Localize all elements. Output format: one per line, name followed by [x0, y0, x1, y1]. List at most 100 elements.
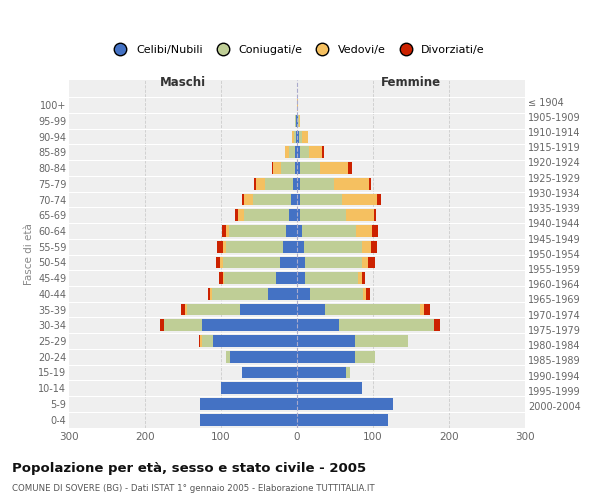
- Bar: [242, 194, 244, 205]
- Bar: [293, 178, 297, 190]
- Bar: [219, 272, 223, 284]
- Bar: [366, 288, 370, 300]
- Bar: [362, 256, 368, 268]
- Bar: [305, 272, 358, 284]
- Bar: [297, 146, 300, 158]
- Bar: [300, 146, 309, 158]
- Bar: [305, 256, 362, 268]
- Bar: [295, 146, 297, 158]
- Text: Popolazione per età, sesso e stato civile - 2005: Popolazione per età, sesso e stato civil…: [12, 462, 366, 475]
- Bar: [224, 272, 276, 284]
- Bar: [304, 241, 362, 252]
- Bar: [295, 162, 297, 174]
- Bar: [297, 130, 299, 142]
- Bar: [164, 320, 202, 331]
- Bar: [238, 210, 244, 221]
- Text: Femmine: Femmine: [381, 76, 441, 88]
- Bar: [181, 304, 185, 316]
- Bar: [272, 162, 274, 174]
- Bar: [296, 130, 297, 142]
- Bar: [300, 210, 346, 221]
- Bar: [274, 162, 281, 174]
- Bar: [285, 146, 289, 158]
- Bar: [226, 225, 229, 237]
- Bar: [280, 256, 297, 268]
- Bar: [302, 130, 308, 142]
- Bar: [297, 398, 393, 410]
- Bar: [325, 304, 420, 316]
- Bar: [297, 288, 310, 300]
- Bar: [346, 210, 374, 221]
- Bar: [223, 256, 280, 268]
- Bar: [211, 288, 212, 300]
- Bar: [297, 194, 300, 205]
- Bar: [339, 320, 434, 331]
- Bar: [265, 178, 293, 190]
- Bar: [298, 115, 299, 127]
- Bar: [187, 304, 240, 316]
- Bar: [200, 398, 297, 410]
- Bar: [297, 304, 325, 316]
- Bar: [368, 256, 374, 268]
- Bar: [355, 335, 408, 347]
- Text: COMUNE DI SOVERE (BG) - Dati ISTAT 1° gennaio 2005 - Elaborazione TUTTITALIA.IT: COMUNE DI SOVERE (BG) - Dati ISTAT 1° ge…: [12, 484, 374, 493]
- Bar: [372, 225, 379, 237]
- Bar: [223, 272, 224, 284]
- Bar: [297, 335, 355, 347]
- Bar: [356, 225, 372, 237]
- Bar: [229, 225, 286, 237]
- Bar: [297, 178, 300, 190]
- Bar: [254, 178, 256, 190]
- Bar: [185, 304, 187, 316]
- Bar: [256, 178, 265, 190]
- Bar: [289, 146, 295, 158]
- Bar: [434, 320, 440, 331]
- Bar: [160, 320, 164, 331]
- Bar: [358, 272, 362, 284]
- Bar: [297, 366, 346, 378]
- Bar: [294, 130, 296, 142]
- Bar: [424, 304, 430, 316]
- Bar: [342, 194, 377, 205]
- Bar: [221, 382, 297, 394]
- Bar: [240, 304, 297, 316]
- Bar: [199, 335, 200, 347]
- Bar: [226, 241, 283, 252]
- Bar: [235, 210, 238, 221]
- Bar: [297, 320, 339, 331]
- Bar: [202, 320, 297, 331]
- Bar: [200, 335, 202, 347]
- Y-axis label: Fasce di età: Fasce di età: [23, 223, 34, 284]
- Bar: [362, 241, 371, 252]
- Bar: [230, 351, 297, 362]
- Bar: [334, 178, 369, 190]
- Bar: [281, 162, 295, 174]
- Bar: [223, 241, 226, 252]
- Bar: [217, 241, 223, 252]
- Bar: [369, 178, 371, 190]
- Bar: [208, 288, 211, 300]
- Bar: [226, 351, 230, 362]
- Bar: [348, 162, 352, 174]
- Bar: [202, 335, 214, 347]
- Bar: [291, 194, 297, 205]
- Legend: Celibi/Nubili, Coniugati/e, Vedovi/e, Divorziati/e: Celibi/Nubili, Coniugati/e, Vedovi/e, Di…: [105, 40, 489, 60]
- Bar: [212, 288, 268, 300]
- Bar: [300, 162, 320, 174]
- Bar: [362, 272, 365, 284]
- Bar: [222, 225, 226, 237]
- Bar: [253, 194, 291, 205]
- Bar: [217, 256, 220, 268]
- Bar: [244, 210, 289, 221]
- Bar: [346, 366, 350, 378]
- Bar: [302, 225, 356, 237]
- Bar: [310, 288, 363, 300]
- Bar: [297, 241, 304, 252]
- Bar: [297, 272, 305, 284]
- Bar: [297, 414, 388, 426]
- Bar: [200, 414, 297, 426]
- Bar: [289, 210, 297, 221]
- Y-axis label: Anni di nascita: Anni di nascita: [598, 215, 600, 292]
- Text: Maschi: Maschi: [160, 76, 206, 88]
- Bar: [244, 194, 253, 205]
